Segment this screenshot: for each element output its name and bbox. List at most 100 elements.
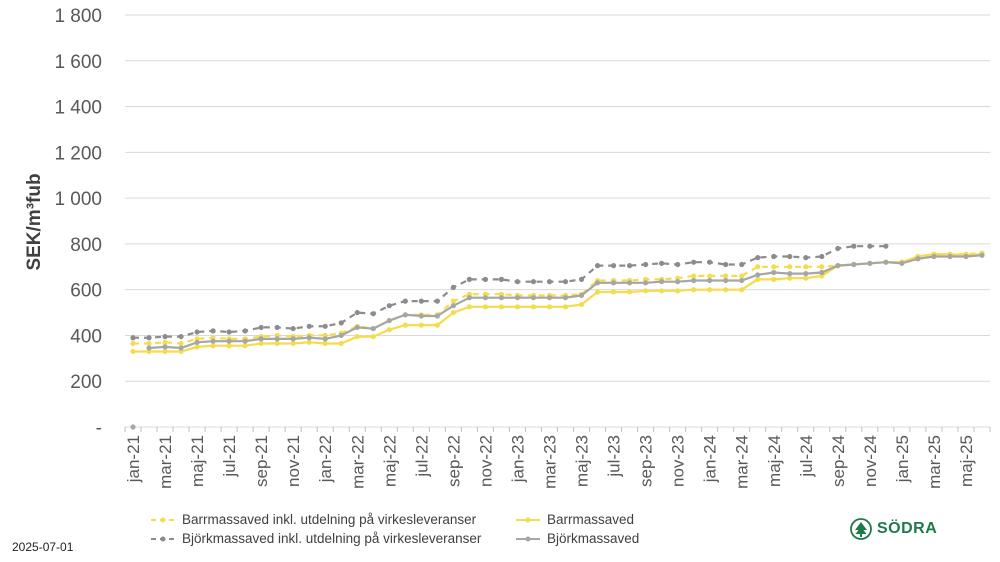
series-line [133, 245, 886, 339]
x-tick-label: jul-24 [797, 435, 816, 478]
x-tick-label: mar-21 [156, 435, 175, 489]
data-point [498, 295, 505, 301]
x-tick-label: jan-21 [124, 435, 143, 483]
data-point [402, 322, 408, 328]
data-point [162, 333, 168, 340]
data-point [707, 259, 713, 265]
data-point [739, 287, 745, 293]
data-point [851, 243, 857, 249]
data-point [610, 289, 617, 295]
data-point [899, 260, 905, 266]
data-point [258, 340, 264, 347]
data-point [755, 272, 761, 278]
data-point [274, 324, 280, 331]
data-point [466, 276, 472, 282]
data-point [562, 295, 569, 301]
x-tick-label: jul-23 [605, 435, 624, 478]
data-point [354, 309, 360, 316]
data-point [707, 287, 713, 293]
data-point [963, 253, 969, 260]
data-point [146, 345, 152, 351]
data-point [146, 340, 152, 347]
data-point [338, 320, 344, 326]
x-tick-label: nov-21 [284, 435, 303, 487]
data-point [723, 277, 729, 284]
series-2 [130, 243, 889, 341]
series-lines [130, 243, 985, 430]
data-point [290, 325, 296, 332]
x-tick-label: mar-23 [540, 435, 559, 489]
data-point [370, 325, 376, 332]
x-tick-label: nov-22 [476, 435, 495, 487]
data-point [851, 261, 857, 268]
data-point [402, 298, 408, 304]
data-point [402, 312, 408, 318]
data-point [514, 279, 521, 285]
data-point [258, 336, 264, 342]
data-point [530, 279, 537, 285]
data-point [386, 317, 392, 324]
data-point [498, 276, 505, 282]
y-tick-label: 1 800 [54, 6, 102, 27]
data-point [322, 340, 328, 347]
data-point [354, 324, 360, 331]
data-point [242, 338, 248, 344]
x-tick-label: sep-24 [829, 435, 848, 487]
logo-text: SÖDRA [877, 520, 938, 537]
data-point [643, 288, 649, 294]
data-point [723, 261, 729, 268]
data-point [194, 339, 200, 345]
x-tick-label: jan-25 [893, 435, 912, 483]
data-point [210, 328, 216, 334]
legend: Barrmassaved inkl. utdelning på virkesle… [150, 512, 670, 546]
y-tick-label: - [96, 418, 102, 439]
data-point [915, 256, 921, 262]
y-tick-label: 200 [70, 372, 102, 393]
data-point [594, 280, 601, 286]
legend-item-bjork: Björkmassaved [515, 531, 665, 546]
data-point [787, 275, 793, 281]
data-point [418, 298, 424, 304]
x-tick-label: mar-25 [925, 435, 944, 489]
data-point [338, 340, 344, 347]
data-point [723, 287, 729, 293]
data-point [514, 304, 521, 310]
data-point [514, 295, 521, 301]
data-point [819, 264, 825, 270]
data-point [594, 263, 601, 269]
data-point [210, 338, 216, 344]
legend-swatch-barr-inkl [151, 517, 175, 522]
data-point [867, 243, 873, 249]
legend-item-barr-inkl: Barrmassaved inkl. utdelning på virkesle… [150, 512, 515, 527]
data-point [803, 275, 809, 281]
data-point [434, 298, 440, 304]
data-point [643, 280, 649, 286]
data-point [258, 324, 264, 331]
data-point [578, 301, 585, 308]
date-stamp: 2025-07-01 [12, 540, 74, 554]
data-point [691, 259, 697, 265]
data-point [578, 292, 585, 298]
data-point [338, 332, 344, 339]
data-point [130, 424, 136, 430]
data-point [883, 243, 889, 249]
data-point [210, 343, 216, 349]
y-tick-label: 400 [70, 326, 102, 347]
y-axis-label: SEK/m³fub [24, 173, 45, 270]
data-point [322, 323, 328, 329]
data-point [643, 261, 649, 268]
data-point [787, 271, 793, 277]
data-point [290, 340, 296, 347]
y-axis-ticks: - 200 400 600 800 1 000 1 200 1 400 1 600 1 800 [54, 6, 102, 439]
data-point [178, 333, 184, 340]
data-point [707, 273, 713, 279]
x-tick-label: maj-22 [380, 435, 399, 487]
data-point [803, 264, 809, 270]
data-point [482, 304, 489, 310]
data-point [739, 273, 745, 279]
data-point [610, 263, 617, 269]
data-point [434, 313, 440, 319]
data-point [450, 284, 456, 290]
data-point [594, 289, 601, 295]
data-point [771, 269, 777, 276]
